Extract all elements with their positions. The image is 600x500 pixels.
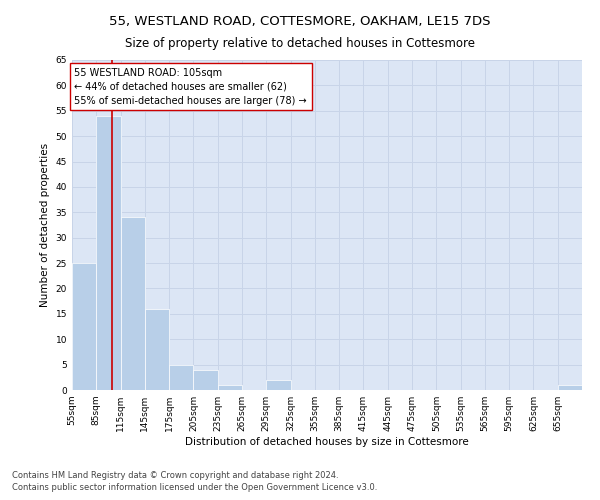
Bar — [169, 364, 193, 390]
Text: 55, WESTLAND ROAD, COTTESMORE, OAKHAM, LE15 7DS: 55, WESTLAND ROAD, COTTESMORE, OAKHAM, L… — [109, 15, 491, 28]
Text: Size of property relative to detached houses in Cottesmore: Size of property relative to detached ho… — [125, 38, 475, 51]
Text: Contains HM Land Registry data © Crown copyright and database right 2024.: Contains HM Land Registry data © Crown c… — [12, 471, 338, 480]
Bar — [193, 370, 218, 390]
Text: 55 WESTLAND ROAD: 105sqm
← 44% of detached houses are smaller (62)
55% of semi-d: 55 WESTLAND ROAD: 105sqm ← 44% of detach… — [74, 68, 307, 106]
Bar — [266, 380, 290, 390]
Bar — [218, 385, 242, 390]
Bar — [558, 385, 582, 390]
X-axis label: Distribution of detached houses by size in Cottesmore: Distribution of detached houses by size … — [185, 437, 469, 447]
Text: Contains public sector information licensed under the Open Government Licence v3: Contains public sector information licen… — [12, 484, 377, 492]
Bar — [96, 116, 121, 390]
Y-axis label: Number of detached properties: Number of detached properties — [40, 143, 50, 307]
Bar — [145, 309, 169, 390]
Bar — [121, 218, 145, 390]
Bar — [72, 263, 96, 390]
